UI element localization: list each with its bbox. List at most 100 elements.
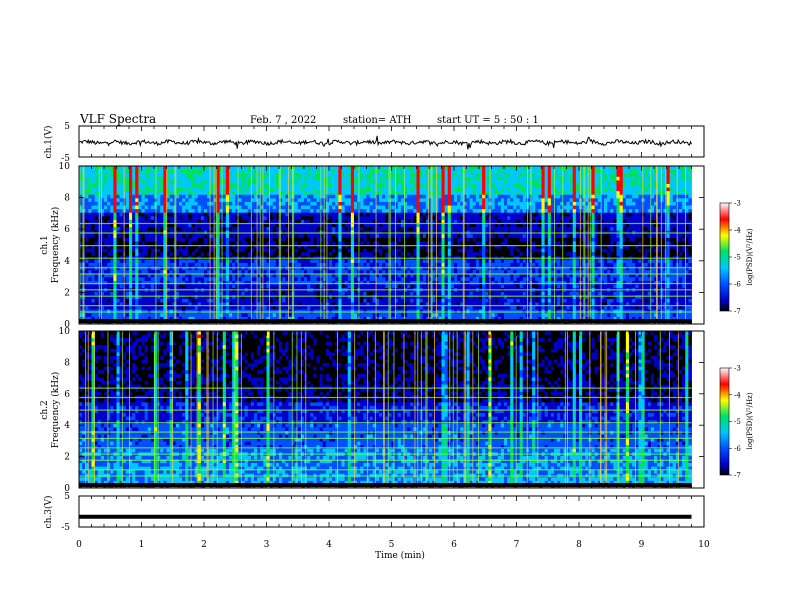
spectrogram-cell — [413, 166, 417, 170]
spectrogram-cell — [188, 252, 192, 257]
spectrogram-cell — [307, 227, 311, 232]
spectrogram-cell — [235, 227, 239, 232]
spectrogram-cell — [104, 316, 108, 321]
spectrogram-cell — [175, 183, 180, 188]
spectrogram-cell — [400, 313, 405, 318]
spectrogram-cell — [250, 227, 255, 232]
spectrogram-cell — [410, 169, 414, 174]
spectrogram-cell — [294, 183, 299, 188]
spectrogram-cell — [241, 169, 246, 174]
spectrogram-cell — [363, 194, 367, 199]
spectrogram-cell — [400, 295, 405, 300]
spectrogram-cell — [372, 302, 377, 307]
spectrogram-cell — [288, 295, 292, 300]
spectrogram-cell — [285, 259, 289, 264]
spectrogram-cell — [263, 187, 267, 192]
spectrogram-cell — [250, 237, 255, 242]
spectrogram-cell — [260, 248, 264, 253]
spectrogram-cell — [407, 219, 411, 224]
spectrogram-cell — [125, 198, 130, 203]
spectrogram-cell — [254, 302, 258, 307]
spectrogram-cell — [163, 237, 167, 242]
spectrogram-cell — [213, 302, 217, 307]
spectrogram-cell — [354, 198, 358, 203]
spectrogram-cell — [219, 173, 224, 178]
spectrogram-cell — [88, 245, 92, 249]
spectrogram-cell — [394, 227, 399, 232]
spectrogram-cell — [107, 241, 111, 246]
spectrogram-cell — [194, 216, 199, 221]
spectrogram-cell — [416, 216, 421, 221]
spectrogram-cell — [225, 191, 230, 196]
spectrogram-cell — [341, 284, 346, 289]
spectrogram-cell — [241, 209, 246, 214]
spectrogram-cell — [216, 176, 221, 181]
spectrogram-cell — [160, 302, 164, 307]
spectrogram-cell — [422, 173, 427, 178]
spectrogram-cell — [313, 245, 317, 249]
spectrogram-cell — [247, 216, 252, 221]
spectrogram-cell — [144, 191, 149, 196]
spectrogram-cell — [341, 201, 346, 206]
spectrogram-cell — [260, 169, 264, 174]
spectrogram-cell — [416, 205, 421, 210]
spectrogram-cell — [379, 223, 383, 228]
spectrogram-cell — [107, 291, 111, 296]
spectrogram-cell — [232, 223, 236, 228]
spectrogram-cell — [229, 237, 233, 242]
spectrogram-cell — [210, 262, 214, 267]
spectrogram-cell — [225, 169, 230, 174]
spectrogram-cell — [282, 306, 286, 311]
spectrogram-cell — [354, 298, 358, 303]
spectrogram-cell — [316, 180, 321, 185]
spectrogram-cell — [366, 259, 371, 264]
spectrogram-cell — [344, 306, 349, 311]
spectrogram-cell — [316, 313, 321, 318]
spectrogram-cell — [404, 166, 408, 170]
spectrogram-cell — [169, 295, 174, 300]
spectrogram-cell — [366, 219, 371, 224]
spectrogram-cell — [147, 277, 152, 282]
spectrogram-cell — [129, 198, 133, 203]
spectrogram-cell — [272, 183, 277, 188]
spectrogram-cell — [269, 176, 274, 181]
spectrogram-cell — [185, 298, 189, 303]
spectrogram-cell — [260, 216, 264, 221]
spectrogram-cell — [269, 205, 274, 210]
spectrogram-cell — [260, 298, 264, 303]
spectrogram-cell — [250, 194, 255, 199]
spectrogram-cell — [200, 216, 205, 221]
spectrogram-cell — [347, 194, 352, 199]
spectrogram-cell — [341, 270, 346, 275]
spectrogram-cell — [385, 262, 389, 267]
spectrogram-cell — [141, 209, 146, 214]
spectrogram-cell — [341, 191, 346, 196]
spectrogram-cell — [382, 237, 386, 242]
spectrogram-cell — [175, 241, 180, 246]
spectrogram-cell — [100, 176, 105, 181]
spectrogram-cell — [238, 180, 242, 185]
spectrogram-cell — [360, 313, 364, 318]
spectrogram-cell — [94, 302, 99, 307]
spectrogram-cell — [232, 273, 236, 278]
spectrogram-cell — [204, 176, 208, 181]
spectrogram-cell — [282, 198, 286, 203]
spectrogram-cell — [316, 266, 321, 271]
spectrogram-cell — [100, 205, 105, 210]
spectrogram-cell — [282, 245, 286, 249]
spectrogram-cell — [350, 173, 355, 178]
spectrogram-cell — [213, 291, 217, 296]
spectrogram-cell — [91, 169, 96, 174]
spectrogram-cell — [294, 191, 299, 196]
spectrogram-cell — [179, 180, 183, 185]
spectrogram-cell — [394, 223, 399, 228]
spectrogram-cell — [85, 291, 89, 296]
spectrogram-cell — [138, 212, 142, 217]
spectrogram-cell — [244, 295, 249, 300]
spectrogram-cell — [350, 248, 355, 253]
spectrogram-cell — [410, 306, 414, 311]
spectrogram-cell — [213, 223, 217, 228]
spectrogram-cell — [307, 237, 311, 242]
spectrogram-cell — [219, 201, 224, 206]
spectrogram-cell — [135, 183, 139, 188]
